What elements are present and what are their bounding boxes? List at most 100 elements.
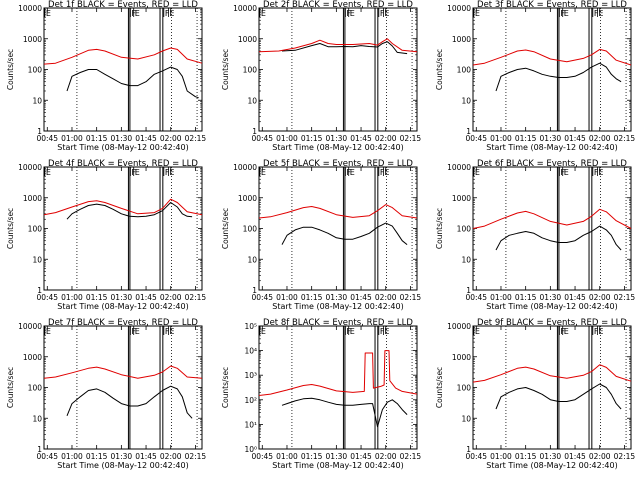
marker-label: F xyxy=(594,9,599,18)
x-tick-label: 00:45 xyxy=(251,452,273,461)
marker-label: F xyxy=(380,168,385,177)
x-axis-label: Start Time (08-May-12 00:42:40) xyxy=(57,461,188,470)
y-tick-label: 100 xyxy=(28,225,43,234)
x-tick-label: 02:00 xyxy=(375,293,397,302)
y-tick-label: 10000 xyxy=(447,4,471,13)
marker-label: E xyxy=(46,9,51,18)
x-tick-label: 01:15 xyxy=(301,134,323,143)
plot-frame xyxy=(43,166,203,291)
marker-label: E xyxy=(384,168,389,177)
x-axis-label: Start Time (08-May-12 00:42:40) xyxy=(272,461,403,470)
x-tick-label: 01:30 xyxy=(111,452,133,461)
y-tick-label: 1000 xyxy=(238,35,257,44)
y-tick-label: 1000 xyxy=(452,353,471,362)
x-tick-label: 01:15 xyxy=(86,293,108,302)
events-series-line xyxy=(281,397,408,428)
y-tick-label: 10⁴ xyxy=(244,347,257,356)
y-tick-label: 1000 xyxy=(238,194,257,203)
y-tick-label: 10 xyxy=(461,414,471,423)
x-tick-label: 02:00 xyxy=(160,134,182,143)
panel-title: Det 9f BLACK = Events, RED = LLD xyxy=(477,318,627,328)
panel-title: Det 8f BLACK = Events, RED = LLD xyxy=(263,318,413,328)
panel-title: Det 1f BLACK = Events, RED = LLD xyxy=(48,0,198,10)
x-tick-label: 02:00 xyxy=(589,293,611,302)
x-tick-label: 02:00 xyxy=(160,293,182,302)
x-tick-label: 00:45 xyxy=(465,293,487,302)
x-tick-label: 00:45 xyxy=(36,134,58,143)
y-tick-label: 100 xyxy=(457,225,472,234)
marker-label: E xyxy=(261,327,266,336)
events-series-line xyxy=(495,62,622,92)
x-tick-label: 01:30 xyxy=(540,452,562,461)
lld-series-line xyxy=(258,350,418,396)
marker-label: F xyxy=(165,168,170,177)
marker-label: E xyxy=(564,9,569,18)
y-tick-label: 1 xyxy=(37,127,42,136)
x-axis-label: Start Time (08-May-12 00:42:40) xyxy=(486,302,617,311)
marker-label: E xyxy=(598,327,603,336)
x-tick-label: 01:15 xyxy=(86,452,108,461)
marker-label: E xyxy=(598,168,603,177)
y-tick-label: 10 xyxy=(247,255,257,264)
x-tick-label: 01:45 xyxy=(135,293,157,302)
x-tick-label: 01:30 xyxy=(540,293,562,302)
panel-det-6: Det 6f BLACK = Events, RED = LLD 1 10 100 10… xyxy=(435,159,635,311)
y-tick-label: 10 xyxy=(461,255,471,264)
x-tick-label: 01:00 xyxy=(61,293,83,302)
marker-label: E xyxy=(564,327,569,336)
marker-label: E xyxy=(350,9,355,18)
y-tick-label: 100 xyxy=(243,225,258,234)
marker-label: F xyxy=(165,327,170,336)
panel-title: Det 4f BLACK = Events, RED = LLD xyxy=(48,159,198,169)
y-axis-label: Counts/sec xyxy=(221,208,230,249)
marker-label: F xyxy=(594,327,599,336)
y-axis-label: Counts/sec xyxy=(221,49,230,90)
marker-label: E xyxy=(46,168,51,177)
panel-det-9: Det 9f BLACK = Events, RED = LLD 1 10 100 10… xyxy=(435,318,635,470)
panel-title: Det 2f BLACK = Events, RED = LLD xyxy=(263,0,413,10)
x-axis-label: Start Time (08-May-12 00:42:40) xyxy=(486,143,617,152)
lld-series-line xyxy=(258,38,418,53)
x-tick-label: 02:15 xyxy=(400,134,422,143)
x-tick-label: 01:00 xyxy=(490,293,512,302)
panel-title: Det 5f BLACK = Events, RED = LLD xyxy=(263,159,413,169)
events-series-line xyxy=(281,222,408,245)
marker-label: E xyxy=(598,9,603,18)
y-tick-label: 1 xyxy=(466,286,471,295)
y-axis-label: Counts/sec xyxy=(6,49,15,90)
y-tick-label: 10¹ xyxy=(244,420,257,429)
y-tick-label: 10 xyxy=(32,414,42,423)
x-tick-label: 01:15 xyxy=(301,452,323,461)
x-tick-label: 00:45 xyxy=(36,452,58,461)
x-tick-label: 02:00 xyxy=(160,452,182,461)
y-tick-label: 10⁵ xyxy=(244,322,257,331)
x-tick-label: 00:45 xyxy=(251,293,273,302)
y-axis-label: Counts/sec xyxy=(6,208,15,249)
y-axis-label: Counts/sec xyxy=(221,367,230,408)
y-tick-label: 10 xyxy=(247,96,257,105)
y-tick-label: 10000 xyxy=(18,163,42,172)
plot-frame xyxy=(43,7,203,132)
plot-frame xyxy=(472,325,632,450)
x-tick-label: 01:00 xyxy=(490,452,512,461)
marker-label: F xyxy=(380,9,385,18)
marker-label: E xyxy=(135,9,140,18)
x-axis-label: Start Time (08-May-12 00:42:40) xyxy=(57,302,188,311)
x-tick-label: 02:15 xyxy=(185,134,207,143)
x-tick-label: 01:15 xyxy=(515,134,537,143)
y-tick-label: 1000 xyxy=(452,194,471,203)
marker-label: E xyxy=(169,9,174,18)
x-tick-label: 00:45 xyxy=(251,134,273,143)
events-series-line xyxy=(495,225,622,251)
x-tick-label: 01:15 xyxy=(515,452,537,461)
y-axis-label: Counts/sec xyxy=(6,367,15,408)
plot-frame xyxy=(258,7,418,132)
y-tick-label: 10 xyxy=(32,255,42,264)
x-tick-label: 00:45 xyxy=(465,452,487,461)
x-axis-label: Start Time (08-May-12 00:42:40) xyxy=(272,302,403,311)
y-tick-label: 100 xyxy=(28,66,43,75)
x-tick-label: 01:45 xyxy=(135,452,157,461)
x-tick-label: 02:15 xyxy=(614,452,636,461)
x-tick-label: 02:00 xyxy=(589,452,611,461)
